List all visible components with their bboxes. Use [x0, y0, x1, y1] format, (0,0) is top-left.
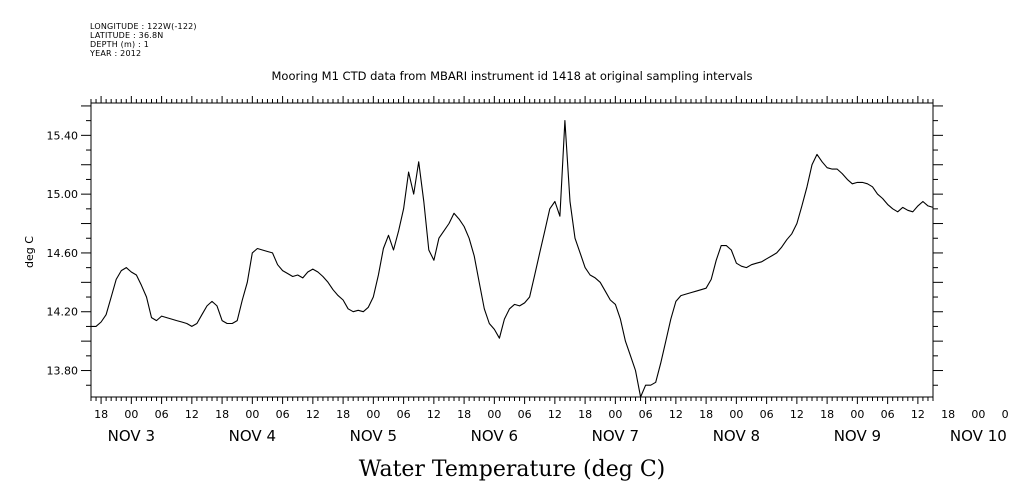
x-tick-label: 00: [971, 408, 985, 421]
year-label: YEAR : 2012: [90, 49, 142, 58]
x-date-label: NOV 8: [713, 427, 760, 445]
x-tick-label: 18: [699, 408, 713, 421]
y-tick-label: 14.20: [47, 306, 79, 319]
x-tick-label: 18: [820, 408, 834, 421]
plot-frame: [90, 102, 934, 398]
y-tick-label: 15.40: [47, 129, 79, 142]
x-tick-label: 00: [608, 408, 622, 421]
x-date-label: NOV 9: [834, 427, 881, 445]
y-axis-label: deg C: [23, 236, 36, 268]
x-tick-label: 06: [518, 408, 532, 421]
x-tick-label: 12: [790, 408, 804, 421]
temperature-series-line: [91, 120, 934, 398]
x-tick-label: 18: [336, 408, 350, 421]
x-date-label: NOV 4: [229, 427, 276, 445]
x-date-label: NOV 10: [950, 427, 1007, 445]
y-tick-label: 15.00: [47, 188, 79, 201]
chart-title: Mooring M1 CTD data from MBARI instrumen…: [272, 69, 753, 83]
x-tick-label: 18: [578, 408, 592, 421]
y-tick-label: 13.80: [47, 365, 79, 378]
latitude-label: LATITUDE : 36.8N: [90, 31, 164, 40]
x-tick-label: 12: [548, 408, 562, 421]
x-axis-label: Water Temperature (deg C): [359, 457, 666, 482]
x-tick-label: 06: [276, 408, 290, 421]
x-tick-label: 12: [306, 408, 320, 421]
x-tick-label: 00: [245, 408, 259, 421]
x-tick-label: 06: [397, 408, 411, 421]
x-date-label: NOV 3: [108, 427, 155, 445]
x-tick-label: 18: [941, 408, 955, 421]
x-tick-label: 12: [669, 408, 683, 421]
x-tick-label: 06: [1002, 408, 1009, 421]
x-tick-label: 06: [639, 408, 653, 421]
y-tick-label: 14.60: [47, 247, 79, 260]
x-tick-label: 00: [487, 408, 501, 421]
x-tick-label: 12: [427, 408, 441, 421]
x-date-label: NOV 5: [350, 427, 397, 445]
x-tick-label: 06: [881, 408, 895, 421]
x-tick-label: 00: [729, 408, 743, 421]
depth-label: DEPTH (m) : 1: [90, 40, 149, 49]
axes: 18 00 06 12 18 00 06 12 18 00 06 12 18 00 06 12 18 00 06 12…: [47, 96, 1009, 445]
x-tick-label: 18: [94, 408, 108, 421]
x-tick-label: 12: [185, 408, 199, 421]
longitude-label: LONGITUDE : 122W(-122): [90, 22, 197, 31]
x-tick-label: 06: [760, 408, 774, 421]
x-tick-label: 00: [124, 408, 138, 421]
x-date-label: NOV 6: [471, 427, 518, 445]
x-tick-label: 12: [911, 408, 925, 421]
x-tick-label: 00: [366, 408, 380, 421]
x-tick-label: 06: [155, 408, 169, 421]
series-group: [91, 120, 934, 398]
x-tick-label: 18: [215, 408, 229, 421]
x-date-label: NOV 7: [592, 427, 639, 445]
x-tick-label: 18: [457, 408, 471, 421]
x-tick-label: 00: [850, 408, 864, 421]
